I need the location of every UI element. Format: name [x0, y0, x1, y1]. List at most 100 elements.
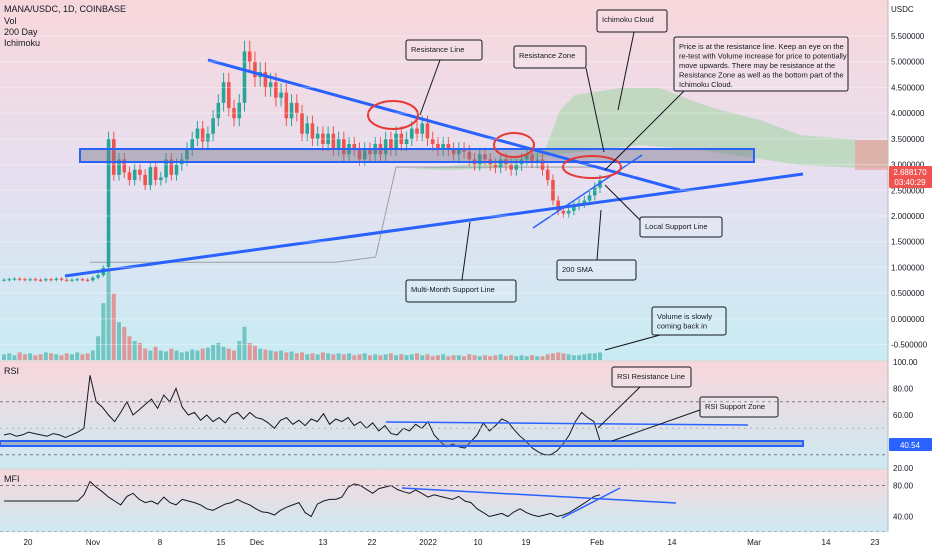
- candle-body: [75, 279, 79, 281]
- volume-bar: [326, 353, 331, 360]
- price-tick-label: 5.000000: [891, 58, 925, 67]
- price-currency-label: USDC: [891, 5, 914, 14]
- volume-bar: [399, 354, 404, 360]
- callout-commentary[interactable]: Price is at the resistance line. Keep an…: [604, 36, 849, 171]
- volume-bar: [164, 351, 169, 360]
- rsi-indicator: [0, 375, 804, 456]
- candle-body: [33, 279, 38, 281]
- callout-multi-month-support[interactable]: Multi-Month Support Line: [405, 221, 517, 303]
- resistance-zone-box: [79, 148, 755, 163]
- candle-body: [477, 154, 482, 165]
- candle-body: [592, 187, 597, 196]
- volume-bar: [200, 348, 205, 360]
- volume-bar: [80, 354, 85, 360]
- candle-body: [300, 113, 304, 134]
- callout-rsi-resistance[interactable]: RSI Resistance Line: [597, 366, 692, 429]
- multi-month-support-line: [64, 172, 804, 278]
- candle-body: [483, 154, 487, 160]
- volume-bar: [451, 355, 456, 360]
- candle-body: [2, 279, 6, 281]
- trend-drawings[interactable]: [64, 58, 804, 278]
- candle-body: [425, 123, 430, 139]
- volume-bar: [59, 355, 64, 360]
- candle-body: [28, 279, 32, 281]
- time-tick-label: 22: [368, 538, 377, 547]
- annotation-callouts[interactable]: Ichimoku Cloud Resistance Line Resistance …: [405, 9, 849, 442]
- callout-ichimoku-cloud[interactable]: Ichimoku Cloud: [596, 9, 668, 111]
- callout-local-support[interactable]: Local Support Line: [604, 184, 723, 238]
- volume-bar: [96, 336, 101, 360]
- volume-bar: [12, 355, 17, 360]
- candle-body: [195, 128, 200, 139]
- callout-box: [611, 366, 692, 388]
- candle-body: [49, 279, 53, 281]
- candle-body: [138, 169, 142, 175]
- price-tick-label: 3.000000: [891, 161, 925, 170]
- price-tick-label: 1.000000: [891, 263, 925, 272]
- rsi-tick-label: 100.00: [893, 358, 918, 367]
- volume-bar: [310, 353, 315, 360]
- callout-200-sma[interactable]: 200 SMA: [556, 209, 637, 281]
- candle-body: [7, 279, 12, 281]
- candle-body: [561, 210, 566, 214]
- callout-rsi-support[interactable]: RSI Support Zone: [611, 396, 779, 442]
- candle-body: [253, 61, 257, 78]
- volume-bar: [415, 353, 420, 360]
- volume-bar: [127, 336, 132, 360]
- callout-pointer: [597, 386, 641, 429]
- volume-bar: [69, 354, 74, 360]
- price-tick-label: 2.000000: [891, 212, 925, 221]
- price-tick-label: 4.000000: [891, 109, 925, 118]
- volume-bar: [352, 355, 357, 360]
- candle-body: [462, 149, 466, 152]
- volume-bar: [509, 355, 514, 360]
- volume-bar: [184, 351, 189, 360]
- volume-bar: [383, 354, 388, 360]
- volume-bar: [247, 342, 252, 360]
- candle-body: [498, 159, 503, 168]
- volume-bar: [54, 354, 59, 360]
- candle-body: [446, 144, 451, 150]
- price-tick-label: 0.000000: [891, 315, 925, 324]
- mfi-tick-label: 40.00: [893, 513, 914, 522]
- volume-bar: [263, 349, 268, 360]
- candle-body: [457, 149, 461, 155]
- callout-resistance-line[interactable]: Resistance Line: [405, 39, 483, 116]
- rsi-current-value: 40.54: [900, 441, 921, 450]
- volume-bar: [252, 345, 257, 360]
- volume-bar: [320, 352, 325, 360]
- rsi-tick-label: 80.00: [893, 385, 914, 394]
- time-tick-label: 19: [522, 538, 531, 547]
- price-tick-label: 1.500000: [891, 238, 925, 247]
- volume-bar: [556, 352, 561, 360]
- current-price-value: 2.688170: [893, 168, 927, 177]
- candle-body: [221, 82, 226, 103]
- candle-body: [587, 195, 592, 201]
- callout-pointer: [419, 59, 441, 116]
- candle-body: [174, 164, 179, 175]
- callout-resistance-zone[interactable]: Resistance Zone: [513, 45, 605, 153]
- callout-box: [405, 39, 483, 61]
- candle-body: [143, 174, 147, 186]
- volume-bar: [268, 350, 273, 360]
- volume-bar: [347, 353, 352, 360]
- time-tick-label: Dec: [250, 538, 264, 547]
- time-tick-label: 2022: [419, 538, 437, 547]
- callout-pointer: [585, 67, 605, 153]
- volume-bar: [258, 348, 263, 360]
- volume-bar: [43, 352, 48, 360]
- mfi-pane-label: MFI: [4, 474, 20, 484]
- time-tick-label: Nov: [86, 538, 100, 547]
- time-tick-label: Mar: [747, 538, 761, 547]
- candle-body: [305, 123, 310, 134]
- volume-bar: [216, 342, 221, 360]
- volume-bar: [550, 353, 555, 360]
- volume-bar: [446, 356, 451, 360]
- callout-text: RSI Resistance Line: [617, 372, 685, 381]
- candle-body: [80, 279, 85, 281]
- callout-text: move upwards. There may be resistance at…: [679, 61, 835, 70]
- mfi-tick-label: 80.00: [893, 482, 914, 491]
- volume-bar: [106, 270, 111, 360]
